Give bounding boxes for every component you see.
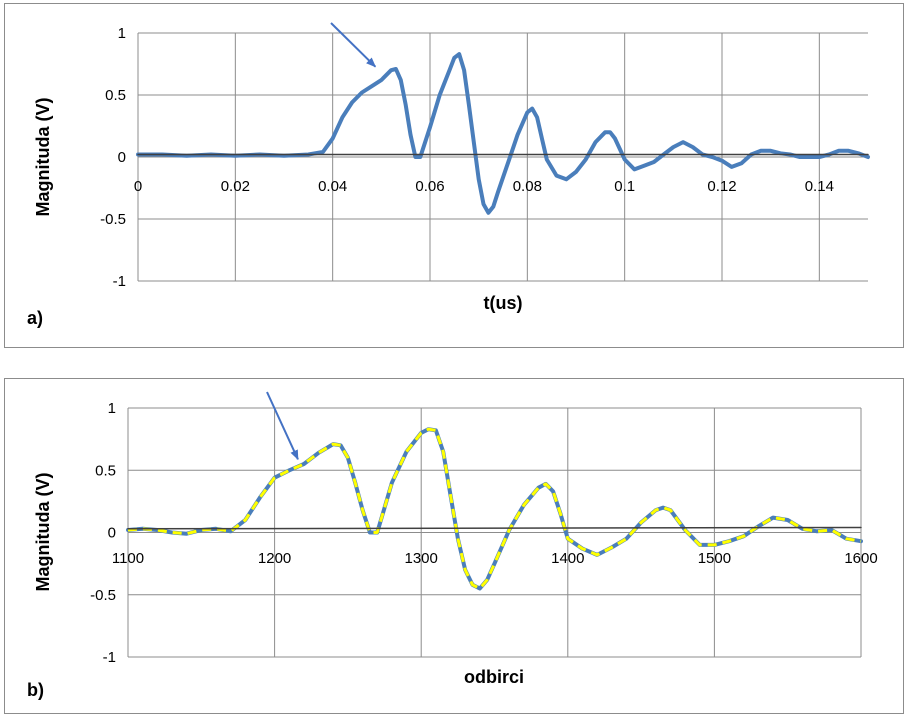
- x-tick-label: 0.06: [415, 178, 444, 195]
- x-tick-label: 1500: [698, 550, 731, 567]
- y-tick-label: -0.5: [90, 587, 116, 604]
- x-tick-label: 0.04: [318, 178, 347, 195]
- y-tick-label: 0: [118, 149, 126, 166]
- x-tick-label: 1200: [258, 550, 291, 567]
- series-line-0: [126, 427, 863, 591]
- annotation-arrow: [266, 391, 299, 461]
- x-tick-label: 1600: [844, 550, 877, 567]
- series-line-2: [127, 526, 862, 530]
- annotation-arrow: [330, 22, 377, 68]
- x-tick-label: 1100: [112, 550, 144, 567]
- chart-a-svg: -1 -0.5 0 0.5 1 0 0.02 0.04 0.06 0.08 0.1 0.12 0.14 M…: [27, 22, 870, 328]
- x-tick-label: 0.1: [614, 178, 635, 195]
- y-tick-label: 0: [108, 525, 116, 542]
- panel-label: a): [27, 308, 43, 328]
- x-tick-label: 0.08: [513, 178, 542, 195]
- y-tick-label: 1: [108, 400, 116, 417]
- chart-panel-a: -1 -0.5 0 0.5 1 0 0.02 0.04 0.06 0.08 0.1 0.12 0.14 M…: [4, 3, 904, 348]
- chart-b-svg: -1 -0.5 0 0.5 1 1100 1200 1300 1400 1500 1600 Magni…: [27, 391, 878, 700]
- y-tick-label: -1: [113, 273, 126, 290]
- x-tick-label: 1400: [551, 550, 584, 567]
- series-line-0: [136, 52, 870, 215]
- y-tick-label: -0.5: [100, 211, 126, 228]
- y-axis-title: Magnituda (V): [33, 98, 53, 217]
- y-tick-label: 0.5: [105, 87, 126, 104]
- panel-label: b): [27, 680, 44, 700]
- chart-panel-b: -1 -0.5 0 0.5 1 1100 1200 1300 1400 1500 1600 Magni…: [4, 378, 904, 714]
- x-axis-title: odbirci: [464, 667, 524, 687]
- x-tick-label: 0.12: [707, 178, 736, 195]
- y-tick-label: -1: [103, 649, 116, 666]
- y-axis-title: Magnituda (V): [33, 473, 53, 592]
- x-tick-label: 0.02: [221, 178, 250, 195]
- x-axis-title: t(us): [484, 293, 523, 313]
- series-line-1: [127, 427, 862, 590]
- y-tick-label: 0.5: [95, 462, 116, 479]
- x-tick-label: 1300: [405, 550, 438, 567]
- y-tick-label: 1: [118, 25, 126, 42]
- x-tick-label: 0: [134, 178, 142, 195]
- x-tick-label: 0.14: [805, 178, 834, 195]
